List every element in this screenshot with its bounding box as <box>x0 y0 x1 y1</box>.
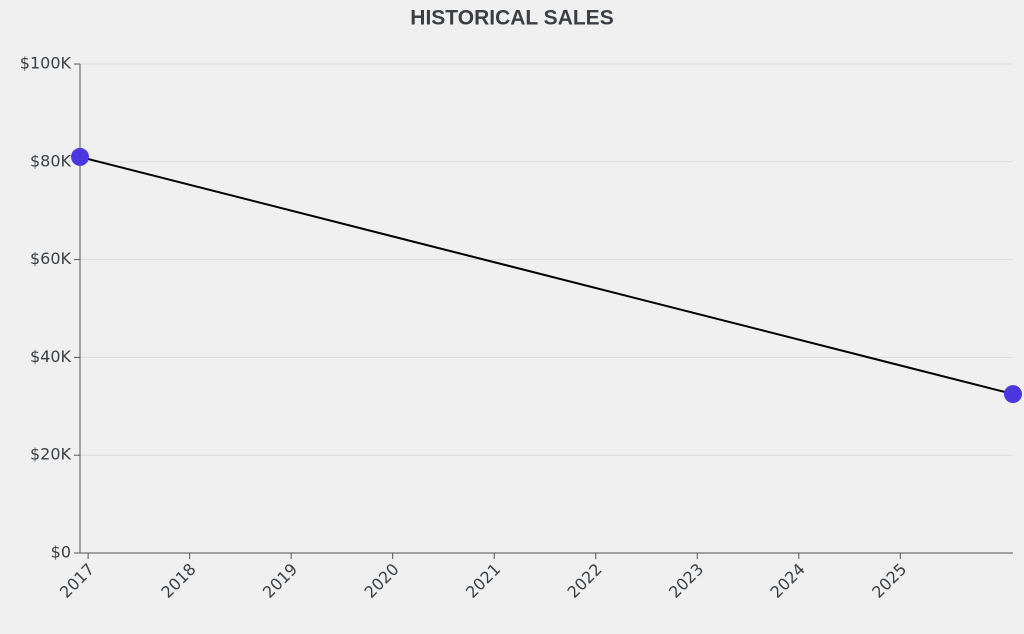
line <box>79 155 1014 396</box>
x-tick-label: 2022 <box>564 560 606 602</box>
x-tick-label: 2023 <box>665 560 707 602</box>
y-tick-label: $80K <box>30 151 72 170</box>
y-tick-label: $100K <box>20 54 72 73</box>
y-tick-label: $40K <box>30 347 72 366</box>
x-tick-label: 2021 <box>462 560 504 602</box>
point <box>71 147 89 166</box>
x-tick-label: 2017 <box>56 560 98 602</box>
y-tick-label: $60K <box>30 249 72 268</box>
point <box>1004 385 1022 404</box>
x-tick-label: 2024 <box>767 560 809 602</box>
y-tick-label: $20K <box>30 445 72 464</box>
x-tick-label: 2019 <box>259 560 301 602</box>
y-tick-label: $0 <box>51 543 71 562</box>
x-tick-label: 2025 <box>868 560 910 602</box>
x-tick-label: 2018 <box>157 560 199 602</box>
x-tick-label: 2020 <box>360 560 402 602</box>
chart-title: HISTORICAL SALES <box>410 7 613 30</box>
